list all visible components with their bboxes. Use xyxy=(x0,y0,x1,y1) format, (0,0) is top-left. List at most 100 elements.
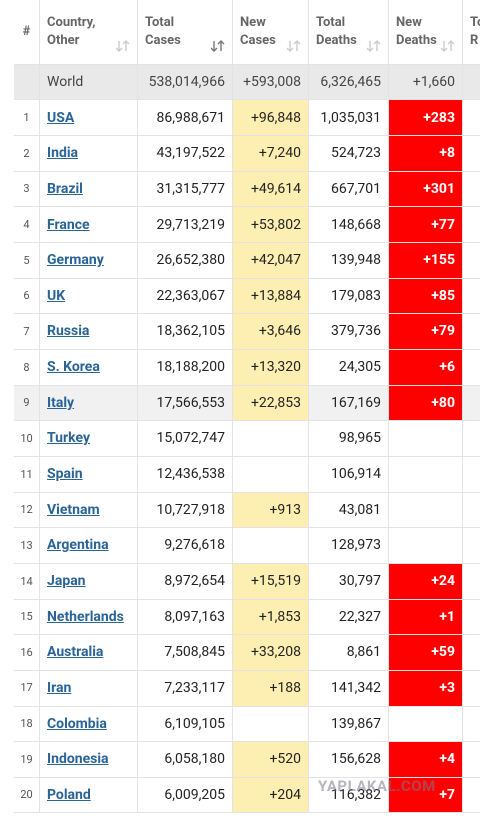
country-link[interactable]: UK xyxy=(40,278,138,315)
header-text: Deaths xyxy=(316,33,357,48)
cell-value: +85 xyxy=(431,287,455,304)
table-cell: 8 xyxy=(14,349,40,386)
table-cell: +3 xyxy=(389,670,463,707)
table-cell: 10,727,918 xyxy=(138,492,233,529)
table-cell: +1 xyxy=(389,599,463,636)
country-name: S. Korea xyxy=(47,359,100,376)
table-cell: 43,081 xyxy=(309,492,389,529)
table-cell xyxy=(463,243,480,279)
cell-value: 18 xyxy=(20,717,33,731)
column-header[interactable]: New Cases xyxy=(233,0,309,65)
world-cell: 6,326,465 xyxy=(309,65,389,100)
cell-value: +7 xyxy=(439,786,455,803)
country-link[interactable]: Germany xyxy=(40,242,138,279)
country-link[interactable]: Japan xyxy=(40,563,138,600)
table-cell: 1,035,031 xyxy=(309,100,389,137)
table-cell: 12,436,538 xyxy=(138,456,233,493)
table-cell: +204 xyxy=(233,777,309,814)
cell-value: 16 xyxy=(20,645,33,659)
column-header: # xyxy=(14,0,40,65)
header-text: R xyxy=(470,33,479,48)
cell-value: 29,713,219 xyxy=(156,216,225,233)
table-cell: +85 xyxy=(389,278,463,315)
cell-value: 6,009,205 xyxy=(164,786,225,803)
cell-value: +7,240 xyxy=(258,145,301,162)
country-link[interactable]: Indonesia xyxy=(40,741,138,778)
column-header[interactable]: New Deaths xyxy=(389,0,463,65)
cell-value: +80 xyxy=(431,394,455,411)
country-link[interactable]: India xyxy=(40,135,138,172)
country-link[interactable]: France xyxy=(40,206,138,244)
cell-value: 24,305 xyxy=(338,359,381,376)
column-header[interactable]: Total Deaths xyxy=(309,0,389,65)
cell-value: 43,081 xyxy=(338,501,381,518)
country-link[interactable]: Turkey xyxy=(40,420,138,457)
table-cell xyxy=(233,456,309,493)
table-cell: 524,723 xyxy=(309,135,389,172)
column-header[interactable]: Total Cases xyxy=(138,0,233,65)
table-cell: +42,047 xyxy=(233,242,309,279)
table-cell: 5 xyxy=(14,242,40,279)
table-cell xyxy=(389,527,463,564)
table-cell: 116,382 xyxy=(309,777,389,814)
country-name: Vietnam xyxy=(47,501,100,518)
cell-value: +22,853 xyxy=(250,394,301,411)
country-link[interactable]: Netherlands xyxy=(40,599,138,636)
column-header: Country, Other xyxy=(40,0,138,65)
table-cell: +283 xyxy=(389,100,463,137)
world-value: +593,008 xyxy=(243,74,301,90)
table-cell xyxy=(463,457,480,493)
table-cell xyxy=(389,706,463,743)
cell-value: 7,508,845 xyxy=(164,644,225,661)
cell-value: 179,083 xyxy=(331,287,381,304)
table-cell: 667,701 xyxy=(309,171,389,208)
country-link[interactable]: Australia xyxy=(40,634,138,671)
country-name: Netherlands xyxy=(47,608,124,625)
table-cell: +24 xyxy=(389,563,463,600)
header-text: Cases xyxy=(145,33,181,48)
cell-value: 7,233,117 xyxy=(164,679,225,696)
cell-value: 524,723 xyxy=(331,145,381,162)
header-text: Other xyxy=(47,33,80,48)
country-link[interactable]: S. Korea xyxy=(40,349,138,386)
table-cell: +59 xyxy=(389,634,463,671)
cell-value: +520 xyxy=(269,751,301,768)
cell-value: 8,972,654 xyxy=(164,573,225,589)
cell-value: 8 xyxy=(23,360,30,374)
world-cell: +593,008 xyxy=(233,65,309,100)
cell-value: 148,668 xyxy=(331,216,381,233)
table-cell xyxy=(463,421,480,457)
table-cell: 148,668 xyxy=(309,206,389,244)
table-cell: 1 xyxy=(14,100,40,137)
cell-value: 4 xyxy=(23,218,30,231)
country-name: Japan xyxy=(47,573,86,589)
country-name: Colombia xyxy=(47,715,107,732)
header-text: Total xyxy=(145,15,175,30)
table-cell: 15 xyxy=(14,599,40,636)
country-link[interactable]: USA xyxy=(40,100,138,137)
table-cell: 11 xyxy=(14,456,40,493)
country-link[interactable]: Spain xyxy=(40,456,138,493)
table-cell xyxy=(463,350,480,386)
cell-value: 22,363,067 xyxy=(156,287,225,304)
country-link[interactable]: Iran xyxy=(40,670,138,707)
cell-value: 31,315,777 xyxy=(156,180,225,197)
country-link[interactable]: Russia xyxy=(40,313,138,351)
table-cell: 18,362,105 xyxy=(138,313,233,351)
table-cell: 3 xyxy=(14,171,40,208)
table-cell: +96,848 xyxy=(233,100,309,137)
country-link[interactable]: Colombia xyxy=(40,706,138,743)
country-link[interactable]: Italy xyxy=(40,385,138,422)
cell-value: 18,362,105 xyxy=(156,323,225,340)
table-cell: 8,972,654 xyxy=(138,563,233,600)
country-link[interactable]: Poland xyxy=(40,777,138,814)
table-cell xyxy=(463,207,480,244)
cell-value: 20 xyxy=(20,788,33,802)
cell-value: 15,072,747 xyxy=(156,430,225,447)
world-value: World xyxy=(47,74,84,90)
table-cell: 167,169 xyxy=(309,385,389,422)
country-link[interactable]: Brazil xyxy=(40,171,138,208)
country-link[interactable]: Argentina xyxy=(40,527,138,564)
country-link[interactable]: Vietnam xyxy=(40,492,138,529)
country-name: Iran xyxy=(47,679,72,696)
